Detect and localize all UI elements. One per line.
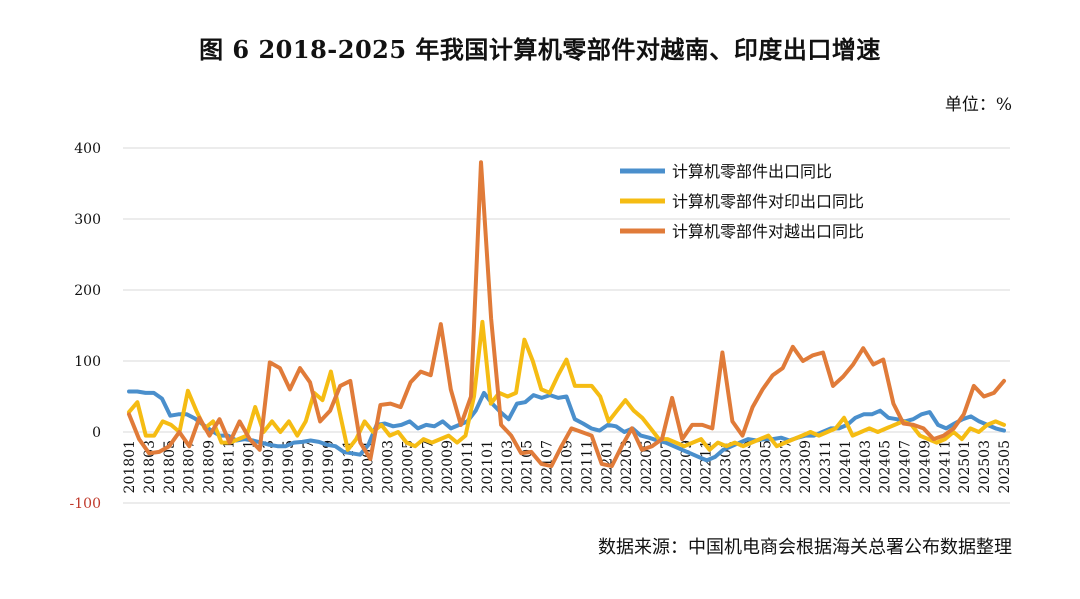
y-axis: -100 0 100 200 300 400 [70, 141, 101, 512]
x-tick-label: 202309 [798, 440, 814, 493]
x-tick-label: 202403 [858, 440, 874, 493]
unit-label: 单位：% [944, 95, 1012, 115]
x-tick-label: 202307 [778, 440, 794, 493]
y-tick-label: -100 [70, 496, 101, 512]
x-tick-label: 201809 [202, 440, 218, 493]
x-tick-label: 202401 [838, 440, 854, 493]
x-tick-label: 201805 [162, 440, 178, 493]
x-tick-label: 202111 [579, 440, 595, 493]
x-tick-label: 202503 [977, 440, 993, 493]
x-tick-label: 202301 [719, 440, 735, 493]
y-tick-label: 0 [92, 425, 101, 441]
x-tick-label: 201901 [241, 440, 257, 493]
x-tick-label: 202311 [818, 440, 834, 493]
x-tick-label: 201807 [182, 440, 198, 493]
x-tick-label: 202011 [460, 440, 476, 493]
x-tick-label: 202005 [400, 440, 416, 493]
series-line-2 [127, 160, 1006, 469]
series-line-0 [127, 389, 1006, 463]
x-tick-label: 202407 [898, 440, 914, 493]
x-tick-label: 202103 [500, 440, 516, 493]
x-tick-label: 202303 [738, 440, 754, 493]
x-tick-label: 202305 [758, 440, 774, 493]
x-tick-label: 202109 [560, 440, 576, 493]
x-tick-label: 202009 [440, 440, 456, 493]
x-tick-label: 202409 [917, 440, 933, 493]
x-tick-label: 202411 [937, 440, 953, 493]
series-line-1 [127, 319, 1006, 452]
y-tick-label: 300 [74, 212, 101, 228]
legend-label: 计算机零部件对越出口同比 [672, 222, 864, 241]
x-tick-label: 202205 [639, 440, 655, 493]
x-tick-label: 202007 [420, 440, 436, 493]
x-tick-label: 202101 [480, 440, 496, 493]
x-axis: 201801 201803 201805 201807 201809 201811 2019… [122, 440, 1013, 493]
x-tick-label: 202505 [997, 440, 1013, 493]
legend-label: 计算机零部件出口同比 [672, 162, 832, 181]
y-tick-label: 100 [74, 354, 101, 370]
x-tick-label: 201811 [221, 440, 237, 493]
x-tick-label: 202211 [699, 440, 715, 493]
x-tick-label: 202203 [619, 440, 635, 493]
x-tick-label: 201909 [321, 440, 337, 493]
series-lines [127, 160, 1006, 469]
x-tick-label: 201907 [301, 440, 317, 493]
x-tick-label: 202501 [957, 440, 973, 493]
legend-label: 计算机零部件对印出口同比 [672, 192, 864, 211]
y-tick-label: 400 [74, 141, 101, 157]
x-tick-label: 201903 [261, 440, 277, 493]
x-tick-label: 202003 [381, 440, 397, 493]
x-tick-label: 202405 [878, 440, 894, 493]
y-tick-label: 200 [74, 283, 101, 299]
source-note: 数据来源：中国机电商会根据海关总署公布数据整理 [598, 537, 1012, 558]
x-tick-label: 202105 [520, 440, 536, 493]
chart-title: 图 6 2018-2025 年我国计算机零部件对越南、印度出口增速 [199, 35, 881, 64]
x-tick-label: 201801 [122, 440, 138, 493]
x-tick-label: 201905 [281, 440, 297, 493]
x-tick-label: 202207 [659, 440, 675, 493]
